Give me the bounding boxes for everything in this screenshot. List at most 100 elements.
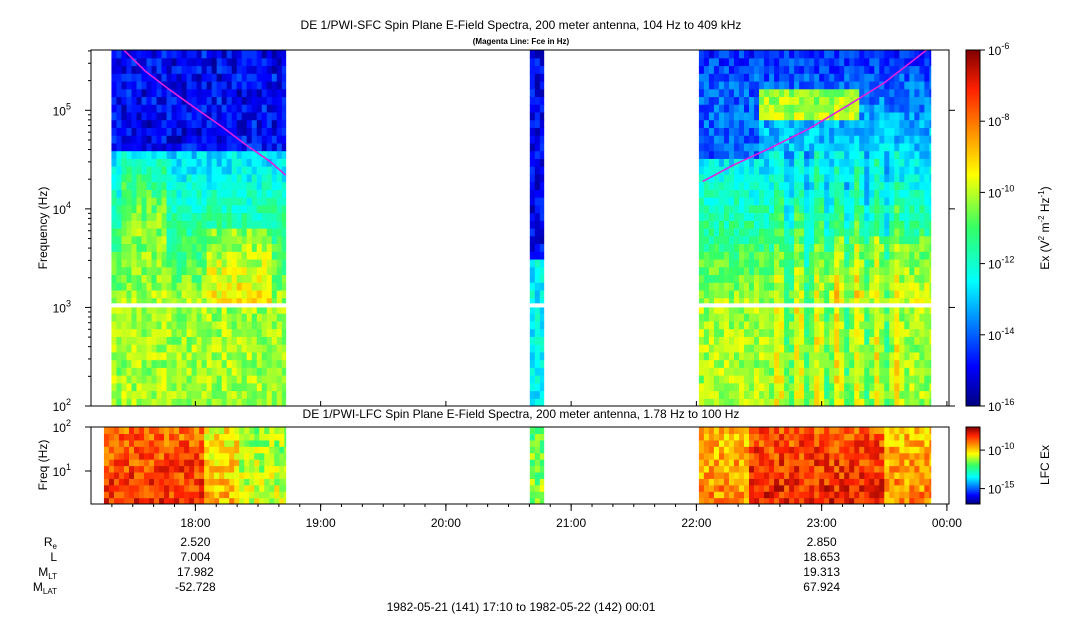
spectrogram-cell: [723, 351, 730, 361]
spectrogram-cell: [184, 471, 190, 479]
spectrogram-cell: [713, 220, 720, 229]
spectrogram-cell: [113, 478, 120, 486]
spectrogram-cell: [708, 104, 715, 113]
spectrogram-cell: [754, 382, 760, 392]
spectrogram-cell: [824, 228, 830, 237]
spectrogram-cell: [733, 375, 740, 384]
spectrogram-cell: [738, 50, 745, 59]
spectrogram-cell: [909, 344, 915, 353]
spectrogram-cell: [879, 73, 885, 82]
spectrogram-cell: [754, 258, 760, 268]
spectrogram-cell: [539, 282, 545, 291]
spectrogram-cell: [176, 390, 183, 399]
spectrogram-cell: [708, 351, 715, 361]
spectrogram-cell: [166, 220, 173, 229]
spectrogram-cell: [121, 50, 128, 59]
spectrogram-cell: [141, 320, 148, 330]
spectrogram-cell: [749, 452, 755, 460]
spectrogram-cell: [869, 390, 875, 399]
spectrogram-cell: [121, 258, 128, 268]
spectrogram-cell: [116, 282, 123, 291]
spectrogram-cell: [799, 228, 805, 237]
spectrogram-cell: [774, 320, 780, 330]
spectrogram-cell: [829, 57, 835, 67]
spectrogram-cell: [126, 382, 133, 392]
spectrogram-cell: [929, 166, 932, 175]
spectrogram-cell: [743, 266, 750, 276]
spectrogram-cell: [713, 57, 720, 67]
spectrogram-cell: [784, 375, 790, 384]
spectrogram-cell: [116, 367, 123, 376]
spectrogram-cell: [131, 336, 138, 345]
spectrogram-cell: [889, 465, 895, 473]
spectrogram-cell: [779, 111, 785, 121]
spectrogram-cell: [131, 127, 138, 136]
spectrogram-cell: [824, 50, 830, 59]
spectrogram-cell: [789, 471, 795, 479]
spectrogram-cell: [196, 297, 203, 306]
spectrogram-cell: [874, 282, 880, 291]
spectrogram-cell: [156, 328, 163, 337]
spectrogram-cell: [728, 336, 735, 345]
spectrogram-cell: [281, 166, 287, 175]
spectrogram-cell: [713, 142, 720, 152]
spectrogram-cell: [924, 328, 930, 337]
spectrogram-cell: [723, 50, 730, 59]
spectrogram-cell: [116, 375, 123, 384]
spectrogram-cell: [171, 398, 178, 406]
spectrogram-cell: [171, 80, 178, 90]
spectrogram-cell: [529, 228, 536, 237]
spectrogram-cell: [169, 459, 175, 467]
spectrogram-cell: [864, 96, 870, 105]
spectrogram-cell: [839, 181, 845, 190]
spectrogram-cell: [261, 282, 268, 291]
spectrogram-cell: [869, 258, 875, 268]
spectrogram-cell: [784, 328, 790, 337]
spectrogram-cell: [794, 258, 800, 268]
spectrogram-cell: [889, 433, 895, 441]
spectrogram-cell: [261, 181, 268, 190]
spectrogram-cell: [859, 197, 865, 206]
spectrogram-cell: [924, 111, 930, 121]
spectrogram-cell: [799, 484, 805, 492]
spectrogram-cell: [864, 274, 870, 283]
spectrogram-cell: [839, 452, 845, 460]
spectrogram-cell: [251, 382, 258, 392]
spectrogram-cell: [266, 150, 273, 159]
spectrogram-cell: [774, 173, 780, 183]
spectrogram-cell: [894, 228, 900, 237]
spectrogram-cell: [241, 189, 248, 198]
spectrogram-cell: [703, 258, 710, 268]
spectrogram-cell: [713, 197, 720, 206]
spectrogram-cell: [819, 80, 825, 90]
spectrogram-cell: [121, 204, 128, 214]
spectrogram-cell: [534, 484, 541, 492]
spectrogram-cell: [899, 452, 905, 460]
spectrogram-cell: [249, 427, 255, 435]
spectrogram-cell: [251, 189, 258, 198]
spectrogram-cell: [111, 220, 118, 229]
spectrogram-cell: [834, 336, 840, 345]
spectrogram-cell: [261, 228, 268, 237]
spectrogram-cell: [889, 351, 895, 361]
spectrogram-cell: [794, 181, 800, 190]
spectrogram-cell: [804, 258, 810, 268]
spectrogram-cell: [211, 88, 218, 98]
spectrogram-cell: [256, 228, 263, 237]
spectrogram-cell: [759, 173, 765, 183]
spectrogram-cell: [224, 465, 230, 473]
spectrogram-cell: [738, 104, 745, 113]
spectrogram-cell: [874, 104, 880, 113]
spectrogram-cell: [849, 65, 855, 74]
spectrogram-cell: [909, 452, 915, 460]
spectrogram-cell: [859, 359, 865, 368]
spectrogram-cell: [814, 127, 820, 136]
spectrogram-cell: [849, 289, 855, 299]
spectrogram-cell: [274, 471, 280, 479]
spectrogram-cell: [909, 189, 915, 198]
spectrogram-cell: [738, 173, 745, 183]
spectrogram-cell: [733, 433, 740, 441]
spectrogram-cell: [854, 471, 860, 479]
spectrogram-cell: [181, 150, 188, 159]
spectrogram-cell: [256, 220, 263, 229]
